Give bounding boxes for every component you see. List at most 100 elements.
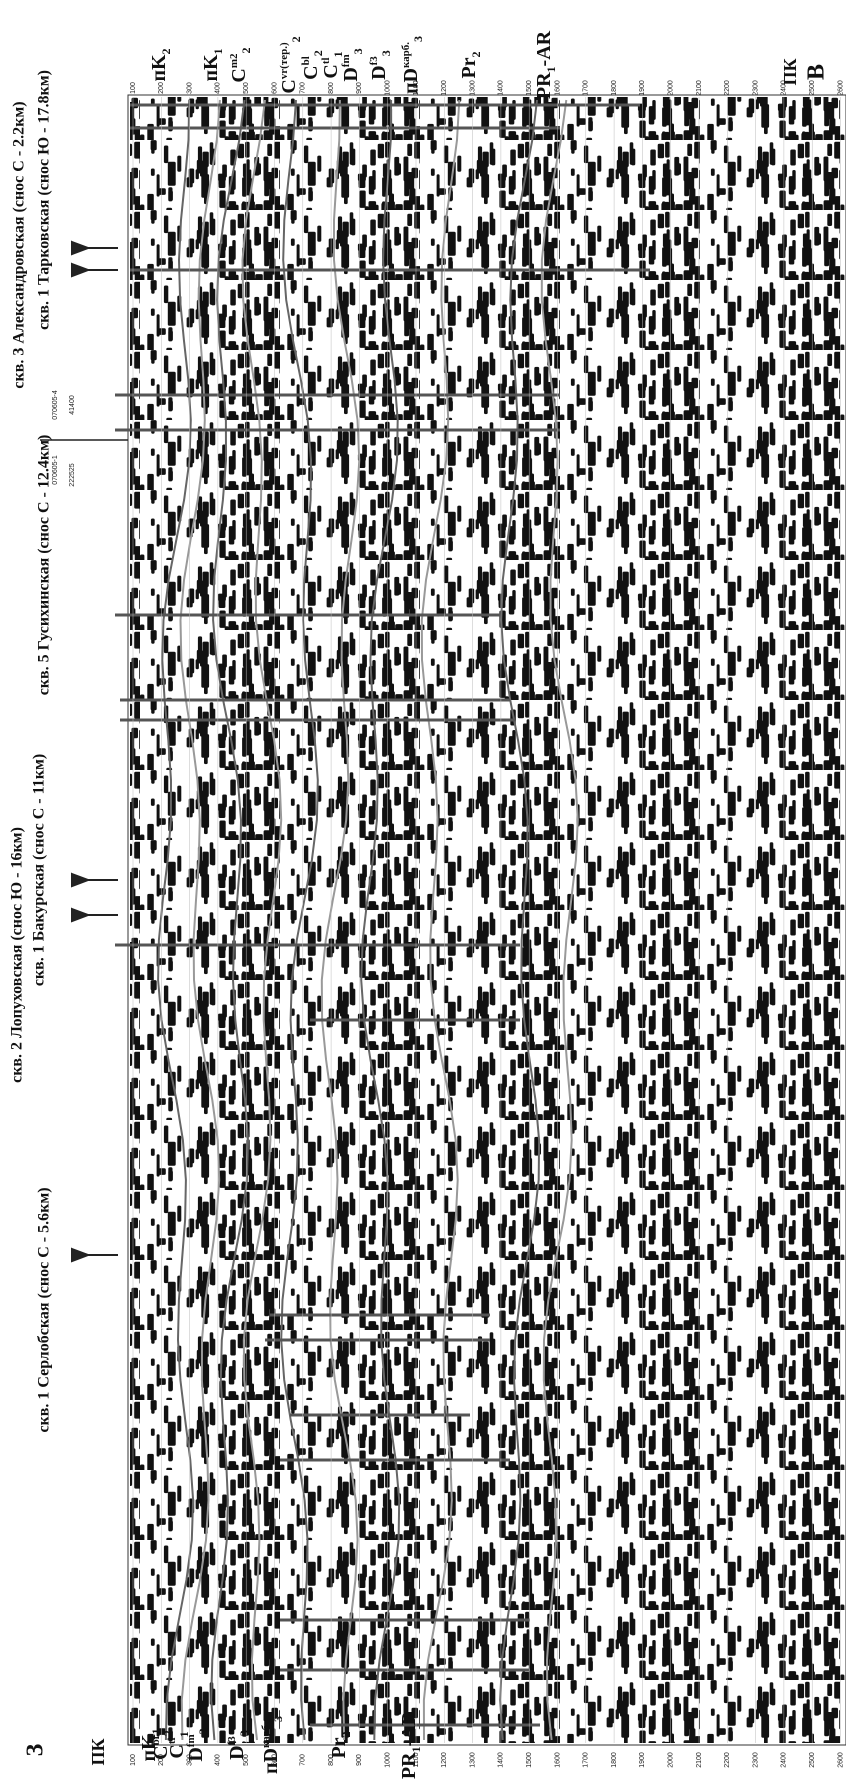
depth-tick-label: 2300 xyxy=(752,80,759,96)
depth-tick-label: 2100 xyxy=(696,80,703,96)
depth-tick-label: 2500 xyxy=(809,1752,816,1768)
horizon-sub: 1 xyxy=(544,66,558,72)
depth-tick-label: 1200 xyxy=(441,80,448,96)
horizon-trace xyxy=(179,99,221,1741)
depth-tick-label: 700 xyxy=(300,1754,307,1766)
depth-tick-label: 1400 xyxy=(498,80,505,96)
horizon-label: Cbl2 xyxy=(300,50,325,80)
horizon-base: PR xyxy=(398,1752,420,1779)
depth-tick-label: 1900 xyxy=(639,1752,646,1768)
horizon-sub: 1 xyxy=(211,48,225,54)
interpretation xyxy=(40,97,841,1743)
horizon-tail: -AR xyxy=(533,30,555,66)
horizon-base: C xyxy=(320,64,342,78)
horizon-base: пD xyxy=(260,1748,282,1774)
depth-tick-label: 1700 xyxy=(583,80,590,96)
well-icon xyxy=(71,262,118,278)
well-label: скв. 5 Гусихинская (снос С - 12.4км) xyxy=(36,435,53,696)
depth-tick-label: 1200 xyxy=(441,1752,448,1768)
horizon-sub: 3 xyxy=(237,1730,251,1736)
horizon-sub: 2 xyxy=(311,50,325,56)
well-icon xyxy=(71,240,118,256)
depth-tick-label: 800 xyxy=(328,1754,335,1766)
depth-tick-label: 2200 xyxy=(724,80,731,96)
horizon-base: D xyxy=(368,65,390,79)
horizon-trace xyxy=(420,99,461,1741)
horizon-tail: -AR xyxy=(398,1710,420,1746)
horizon-base: PR xyxy=(533,72,555,99)
depth-tick-label: 900 xyxy=(356,1754,363,1766)
depth-tick-label: 1900 xyxy=(639,80,646,96)
horizon-sup: tl xyxy=(320,57,332,64)
horizon-base: Pr xyxy=(458,57,480,78)
well-label: скв. 1 Тарковская (снос Ю - 17.8км) xyxy=(36,70,53,330)
horizon-sub: 3 xyxy=(379,50,393,56)
depth-tick-label: 2000 xyxy=(668,80,675,96)
well-icon xyxy=(71,907,118,923)
depth-tick-label: 1700 xyxy=(583,1752,590,1768)
horizon-sup: fm xyxy=(185,1734,197,1747)
depth-tick-label: 2500 xyxy=(809,80,816,96)
horizon-base: C xyxy=(150,1745,172,1759)
horizon-label: Ctl1 xyxy=(166,1731,191,1758)
picket-label: 41400 xyxy=(69,395,76,415)
horizon-base: Pr xyxy=(328,1737,350,1758)
horizon-base: пD xyxy=(400,68,422,94)
horizon-label: Cm22 xyxy=(228,47,253,82)
depth-tick-label: 700 xyxy=(300,82,307,94)
depth-tick-label: 1100 xyxy=(413,80,420,95)
depth-tick-label: 500 xyxy=(243,82,250,94)
horizon-sup: bl xyxy=(300,56,312,65)
horizon-label: Pr2 xyxy=(458,51,483,78)
depth-tick-label: 1600 xyxy=(554,80,561,96)
horizon-label: пK2 xyxy=(148,48,173,81)
horizon-trace xyxy=(280,99,319,1741)
horizon-sup: f3 xyxy=(226,1736,238,1746)
horizon-label: Cvr(тер.)2 xyxy=(278,36,303,93)
horizon-base: пK xyxy=(148,54,170,82)
depth-tick-label: 1300 xyxy=(469,1752,476,1768)
well-label: скв. 3 Александровская (снос С - 2.2км) xyxy=(11,101,28,388)
horizon-trace xyxy=(320,99,361,1741)
depth-tick-label: 600 xyxy=(271,82,278,94)
depth-tick-label: 2300 xyxy=(752,1752,759,1768)
horizon-base: C xyxy=(300,65,322,79)
horizon-sup: fm xyxy=(340,54,352,67)
horizon-sub: 2 xyxy=(239,47,253,53)
depth-tick-label: 2000 xyxy=(668,1752,675,1768)
picket-axis-label: ПК xyxy=(780,58,800,85)
horizon-trace xyxy=(360,99,401,1741)
horizon-sub: 1 xyxy=(177,1731,191,1737)
horizon-sub: 3 xyxy=(196,1728,210,1734)
well-icon xyxy=(71,1247,118,1263)
line-label: 070605-1 xyxy=(52,455,59,485)
corner-west: З xyxy=(23,1743,49,1756)
horizon-sup: m2 xyxy=(228,53,240,68)
horizon-trace xyxy=(540,99,579,1741)
horizon-sub: 2 xyxy=(159,48,173,54)
depth-tick-label: 1100 xyxy=(413,1752,420,1767)
depth-tick-label: 500 xyxy=(243,1754,250,1766)
horizon-sub: 3 xyxy=(411,36,425,42)
horizon-trace xyxy=(241,99,283,1741)
horizon-label: пDкарб.3 xyxy=(400,36,425,94)
picket-label: 222525 xyxy=(69,463,76,486)
horizon-label: Pr2 xyxy=(328,1731,353,1758)
horizon-label: Dfm3 xyxy=(185,1728,210,1761)
depth-tick-label: 1400 xyxy=(498,1752,505,1768)
depth-tick-label: 100 xyxy=(130,82,137,94)
horizon-label: пDкарб.3 xyxy=(260,1716,285,1774)
horizon-base: пK xyxy=(200,54,222,82)
depth-tick-label: 2600 xyxy=(837,1752,844,1768)
horizon-sub: 2 xyxy=(469,51,483,57)
well-label: скв. 1 Серлобская (снос С - 5.6км) xyxy=(36,1187,53,1432)
horizon-sub: 2 xyxy=(289,36,303,42)
depth-tick-label: 1500 xyxy=(526,1752,533,1768)
horizon-sub: 3 xyxy=(271,1716,285,1722)
depth-tick-label: 100 xyxy=(130,1754,137,1766)
depth-tick-label: 400 xyxy=(215,1754,222,1766)
depth-tick-label: 1000 xyxy=(385,80,392,96)
